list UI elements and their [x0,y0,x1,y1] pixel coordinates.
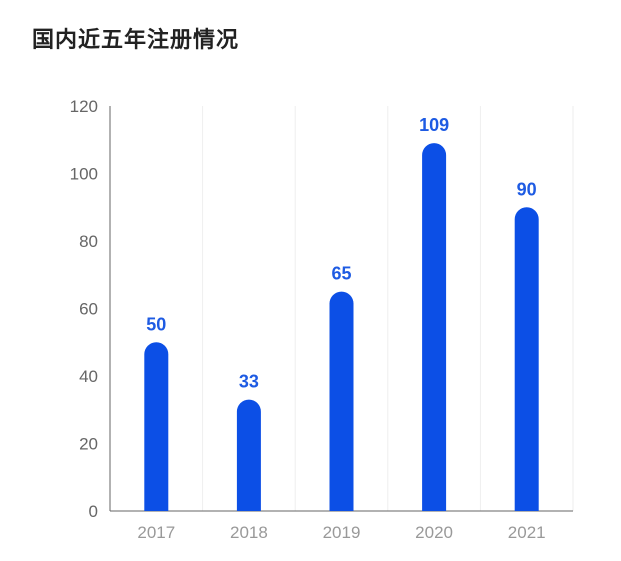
bar-2018 [236,399,261,511]
bar-2021 [514,207,539,511]
x-tick-label: 2019 [323,523,361,542]
x-tick-label: 2018 [230,523,268,542]
data-label: 50 [146,314,166,334]
data-label: 65 [331,264,351,284]
y-tick-label: 120 [70,97,98,116]
data-label: 109 [419,115,449,135]
y-tick-label: 0 [89,502,98,521]
bar-2017 [144,342,169,511]
bar-2020 [422,143,447,511]
data-label: 90 [517,179,537,199]
y-tick-label: 80 [79,232,98,251]
y-tick-label: 40 [79,367,98,386]
x-tick-label: 2020 [415,523,453,542]
bar-2019 [329,291,354,511]
data-label: 33 [239,372,259,392]
x-tick-label: 2021 [508,523,546,542]
y-tick-label: 60 [79,300,98,319]
x-tick-label: 2017 [137,523,175,542]
y-tick-label: 100 [70,165,98,184]
y-tick-label: 20 [79,435,98,454]
chart-title: 国内近五年注册情况 [32,28,240,53]
